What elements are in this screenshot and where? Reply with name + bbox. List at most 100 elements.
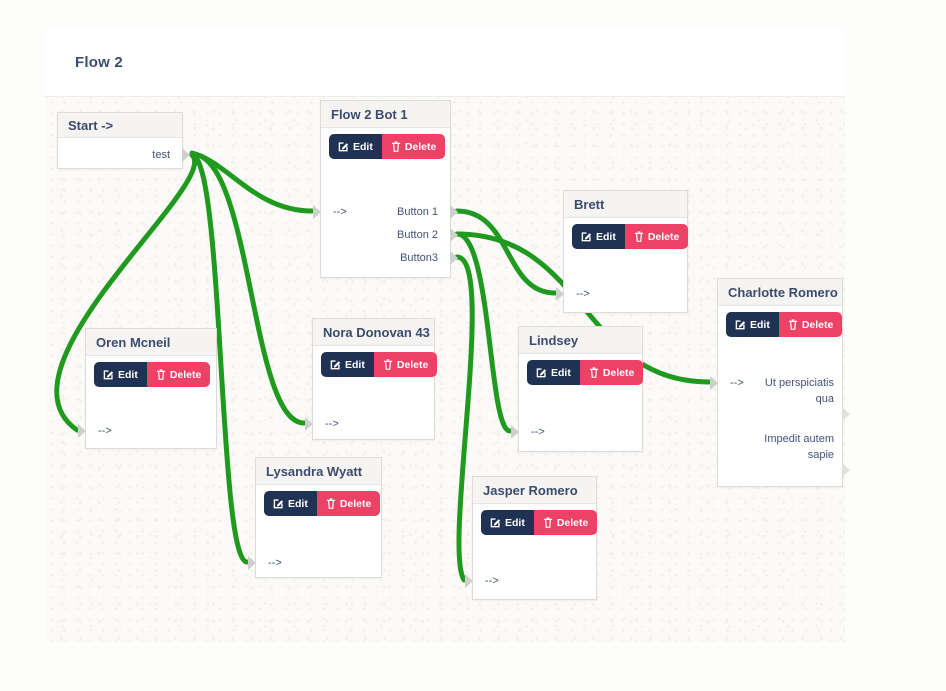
delete-button[interactable]: Delete [146,362,211,387]
trash-icon [543,517,553,528]
edit-button[interactable]: Edit [572,224,625,249]
node-actions: Edit Delete [481,510,598,535]
connection-bot1.button2-to-lindsey.input[interactable] [454,231,513,434]
edit-button-label: Edit [353,140,373,153]
edit-icon [735,319,746,330]
delete-button[interactable]: Delete [316,491,381,516]
node-actions: Edit Delete [94,362,211,387]
connection-bot1.button1-to-brett.input[interactable] [454,208,558,296]
trash-icon [589,367,599,378]
input-label: --> [485,575,499,587]
edit-button-label: Edit [750,318,770,331]
delete-button[interactable]: Delete [373,352,438,377]
output-label: Button 2 [397,229,438,241]
node-title: Brett [564,191,687,218]
edit-button-label: Edit [596,230,616,243]
input-label: --> [268,557,282,569]
node-actions: Edit Delete [572,224,689,249]
delete-button[interactable]: Delete [624,224,689,249]
node-title: Oren Mcneil [86,329,216,356]
input-port[interactable] [313,205,321,219]
flow-node-lindsey[interactable]: Lindsey Edit Delete --> [511,326,644,452]
output-port[interactable] [182,148,190,162]
edit-button[interactable]: Edit [481,510,534,535]
edit-icon [103,369,114,380]
output-label: Button3 [400,252,438,264]
input-label: --> [730,377,744,389]
delete-button-label: Delete [339,497,372,510]
edit-icon [330,359,341,370]
trash-icon [156,369,166,380]
delete-button-label: Delete [801,318,834,331]
output-port[interactable] [842,407,850,421]
output-text: Impedit autem sapie [764,433,834,461]
connection-start.test-to-oren.input[interactable] [54,152,198,433]
delete-button[interactable]: Delete [381,134,446,159]
input-port[interactable] [556,287,564,301]
edit-icon [490,517,501,528]
input-label: --> [576,288,590,300]
delete-button-label: Delete [556,516,589,529]
edit-button-label: Edit [345,358,365,371]
flow-node-brett[interactable]: Brett Edit Delete --> [556,190,689,313]
flow-node-charlotte[interactable]: Charlotte Romero Edit Delete --> Ut perspici… [710,278,850,487]
edit-icon [536,367,547,378]
input-port[interactable] [710,376,718,390]
delete-button-label: Delete [169,368,202,381]
flow-title-bar: Flow 2 [45,28,845,97]
output-port[interactable] [450,205,458,219]
input-label: --> [98,425,112,437]
edit-icon [273,498,284,509]
delete-button[interactable]: Delete [778,312,843,337]
node-actions: Edit Delete [527,360,644,385]
trash-icon [391,141,401,152]
output-label: Button 1 [397,206,438,218]
flow-title: Flow 2 [75,53,123,71]
input-port[interactable] [248,556,256,570]
trash-icon [326,498,336,509]
connection-start.test-to-lysandra.input[interactable] [189,152,250,565]
edit-button-label: Edit [551,366,571,379]
delete-button[interactable]: Delete [579,360,644,385]
delete-button[interactable]: Delete [533,510,598,535]
input-port[interactable] [78,424,86,438]
edit-button-label: Edit [118,368,138,381]
edit-button[interactable]: Edit [726,312,779,337]
node-title: Lindsey [519,327,642,354]
input-port[interactable] [511,425,519,439]
edit-button[interactable]: Edit [321,352,374,377]
flow-node-lysandra[interactable]: Lysandra Wyatt Edit Delete --> [248,457,382,578]
output-port[interactable] [450,251,458,265]
input-label: --> [333,206,347,218]
node-title: Jasper Romero [473,477,596,504]
edit-button[interactable]: Edit [329,134,382,159]
flow-node-nora[interactable]: Nora Donovan 43 Edit Delete --> [305,318,438,440]
connection-start.test-to-nora.input[interactable] [189,151,307,426]
input-port[interactable] [305,417,313,431]
flow-node-jasper[interactable]: Jasper Romero Edit Delete --> [465,476,598,600]
output-text: Ut perspiciatis qua [764,377,834,405]
output-label: test [152,149,170,161]
delete-button-label: Delete [404,140,437,153]
node-title: Lysandra Wyatt [256,458,381,485]
flow-node-bot1[interactable]: Flow 2 Bot 1 Edit Delete --> Button 1 Button … [313,100,458,278]
output-port[interactable] [450,228,458,242]
edit-icon [581,231,592,242]
input-label: --> [325,418,339,430]
delete-button-label: Delete [396,358,429,371]
edit-button[interactable]: Edit [264,491,317,516]
node-actions: Edit Delete [329,134,446,159]
flow-node-oren[interactable]: Oren Mcneil Edit Delete --> [78,328,217,449]
output-port[interactable] [842,463,850,477]
delete-button-label: Delete [602,366,635,379]
input-port[interactable] [465,574,473,588]
node-actions: Edit Delete [264,491,381,516]
edit-button[interactable]: Edit [527,360,580,385]
flow-node-start[interactable]: Start -> test [57,112,190,169]
delete-button-label: Delete [647,230,680,243]
connection-bot1.button3-to-jasper.input[interactable] [454,254,475,583]
trash-icon [383,359,393,370]
node-title: Charlotte Romero [718,279,842,306]
edit-button[interactable]: Edit [94,362,147,387]
